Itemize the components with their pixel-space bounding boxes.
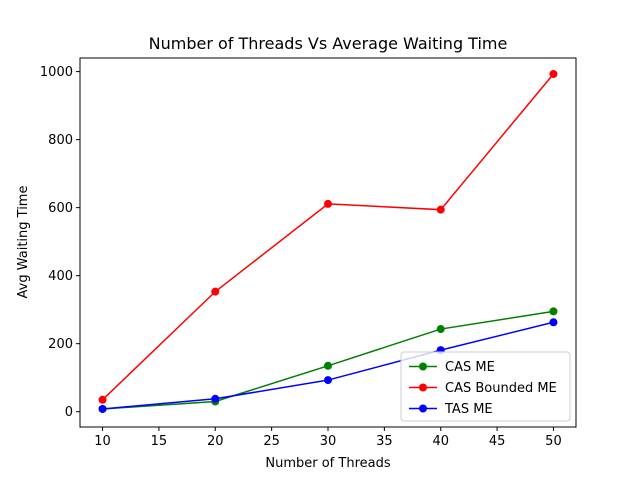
chart-title: Number of Threads Vs Average Waiting Tim…	[149, 34, 508, 53]
legend-item: CAS Bounded ME	[409, 381, 557, 396]
y-tick-label: 600	[48, 201, 73, 216]
x-tick-label: 35	[376, 434, 393, 449]
data-point-cas-me	[324, 361, 332, 370]
series-tas-me	[98, 318, 558, 413]
x-tick-label: 15	[151, 434, 168, 449]
data-point-tas-me	[549, 318, 558, 327]
legend-item: TAS ME	[409, 402, 493, 417]
x-axis-label: Number of Threads	[265, 456, 390, 471]
x-tick-label: 25	[263, 434, 280, 449]
legend-marker	[419, 362, 427, 371]
y-axis-ticks: 0 200 400 600 800 1000	[40, 65, 80, 420]
series-layer	[98, 69, 558, 413]
data-point-cas-bounded-me	[549, 69, 558, 78]
x-tick-label: 45	[489, 434, 506, 449]
legend-label: CAS ME	[445, 360, 495, 375]
data-point-cas-bounded-me	[211, 287, 220, 296]
x-tick-label: 30	[320, 434, 337, 449]
y-tick-label: 200	[48, 337, 73, 352]
data-point-cas-bounded-me	[436, 205, 445, 214]
plot-frame	[79, 57, 577, 428]
x-tick-label: 50	[545, 434, 562, 449]
x-tick-label: 10	[94, 434, 111, 449]
legend-box	[400, 351, 571, 422]
legend: CAS ME CAS Bounded ME TAS ME	[400, 351, 571, 422]
legend-label: CAS Bounded ME	[445, 381, 557, 396]
data-point-tas-me	[98, 404, 107, 413]
data-point-cas-bounded-me	[98, 395, 107, 404]
y-tick-label: 800	[48, 133, 73, 148]
data-point-cas-me	[436, 325, 445, 334]
data-point-tas-me	[211, 394, 220, 403]
legend-marker	[419, 383, 427, 392]
x-axis-ticks: 10 15 20 25 30 35 40 45 50	[94, 427, 562, 449]
data-point-tas-me	[324, 376, 332, 385]
data-point-cas-me	[549, 307, 558, 316]
x-tick-label: 20	[207, 434, 224, 449]
y-tick-label: 400	[48, 269, 73, 284]
y-tick-label: 1000	[40, 65, 73, 80]
y-axis-label: Avg Waiting Time	[16, 186, 31, 299]
legend-marker	[419, 404, 427, 413]
x-tick-label: 40	[432, 434, 449, 449]
legend-item: CAS ME	[409, 360, 495, 375]
series-cas-bounded-me	[98, 69, 558, 404]
data-point-cas-bounded-me	[324, 199, 332, 208]
y-tick-label: 0	[65, 405, 73, 420]
legend-label: TAS ME	[444, 402, 493, 417]
